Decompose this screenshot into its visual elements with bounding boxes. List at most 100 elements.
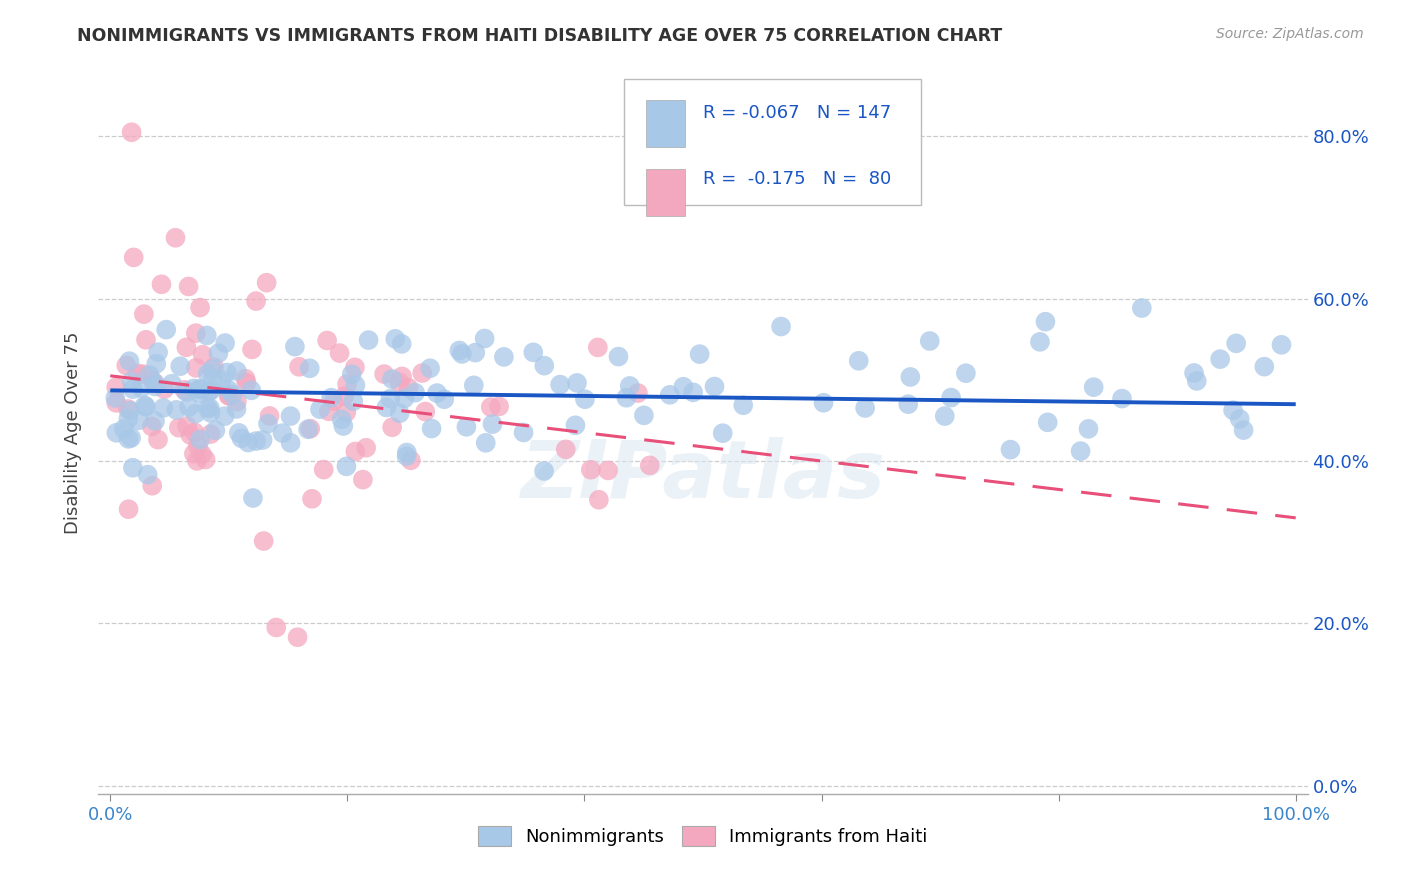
Point xyxy=(733,398,755,412)
Point xyxy=(259,409,281,423)
Point xyxy=(474,332,496,346)
Point xyxy=(221,387,243,401)
Point xyxy=(399,453,422,467)
Point xyxy=(373,367,395,381)
Point xyxy=(152,401,174,415)
Point xyxy=(191,447,214,461)
Point xyxy=(217,383,239,397)
Point xyxy=(188,386,211,401)
FancyBboxPatch shape xyxy=(647,169,685,216)
Point xyxy=(321,391,343,405)
Point xyxy=(257,417,280,431)
Point xyxy=(115,359,138,373)
Point xyxy=(344,378,367,392)
Point xyxy=(105,380,128,394)
Point xyxy=(381,372,404,386)
Text: NONIMMIGRANTS VS IMMIGRANTS FROM HAITI DISABILITY AGE OVER 75 CORRELATION CHART: NONIMMIGRANTS VS IMMIGRANTS FROM HAITI D… xyxy=(77,27,1002,45)
Point xyxy=(214,409,236,424)
Point xyxy=(245,294,267,309)
Point xyxy=(167,420,190,434)
Point xyxy=(1232,423,1254,437)
Point xyxy=(312,462,335,476)
Point xyxy=(225,401,247,416)
Point xyxy=(395,449,418,463)
Point xyxy=(252,433,274,447)
Point xyxy=(184,326,207,340)
Point xyxy=(479,400,502,414)
Point xyxy=(288,359,311,374)
Point xyxy=(395,445,418,459)
Point xyxy=(121,374,143,388)
Point xyxy=(280,409,302,423)
FancyBboxPatch shape xyxy=(647,100,685,147)
Point xyxy=(236,435,259,450)
Y-axis label: Disability Age Over 75: Disability Age Over 75 xyxy=(65,331,83,534)
Point xyxy=(340,368,363,382)
Point xyxy=(354,441,377,455)
Point xyxy=(352,473,374,487)
Point xyxy=(357,333,380,347)
Point xyxy=(853,401,876,415)
Point xyxy=(1253,359,1275,374)
Point xyxy=(388,406,411,420)
Point xyxy=(228,425,250,440)
Point xyxy=(330,412,353,426)
Point xyxy=(122,382,145,396)
Point xyxy=(177,400,200,414)
Point xyxy=(426,386,449,401)
Point xyxy=(1185,374,1208,388)
Point xyxy=(146,345,169,359)
Point xyxy=(380,392,402,406)
Point xyxy=(188,433,211,447)
Point xyxy=(150,277,173,292)
Point xyxy=(848,353,870,368)
Point xyxy=(1222,403,1244,417)
Point xyxy=(898,370,921,384)
Point xyxy=(225,364,247,378)
Point xyxy=(136,467,159,482)
Point xyxy=(1225,336,1247,351)
Point xyxy=(391,369,413,384)
Point xyxy=(672,380,695,394)
Point xyxy=(105,396,128,410)
Point xyxy=(586,340,609,354)
Point xyxy=(240,343,263,357)
Point xyxy=(404,385,426,400)
Point xyxy=(554,442,576,457)
Point xyxy=(183,425,205,440)
Point xyxy=(533,464,555,478)
Text: R = -0.067   N = 147: R = -0.067 N = 147 xyxy=(703,103,891,122)
Point xyxy=(105,425,128,440)
Point xyxy=(565,376,588,390)
Point xyxy=(134,399,156,413)
Point xyxy=(918,334,941,348)
Point xyxy=(271,426,294,441)
Point xyxy=(711,426,734,441)
Point xyxy=(183,447,205,461)
Point xyxy=(104,391,127,405)
Point xyxy=(235,372,257,386)
Point xyxy=(287,630,309,644)
Point xyxy=(897,397,920,411)
Point xyxy=(596,463,619,477)
Point xyxy=(215,366,238,380)
Point xyxy=(112,422,135,436)
Point xyxy=(343,360,366,375)
Point xyxy=(449,343,471,358)
Point xyxy=(198,401,221,415)
Point xyxy=(122,251,145,265)
Point xyxy=(201,373,224,387)
Point xyxy=(176,384,198,399)
Point xyxy=(413,404,436,418)
Point xyxy=(240,384,263,398)
Point xyxy=(607,350,630,364)
Point xyxy=(141,478,163,492)
Point xyxy=(198,384,221,399)
Point xyxy=(1036,415,1059,429)
Point xyxy=(117,432,139,446)
Point xyxy=(298,361,321,376)
Point xyxy=(333,389,356,403)
Point xyxy=(177,279,200,293)
Point xyxy=(463,378,485,392)
Point xyxy=(336,377,359,392)
